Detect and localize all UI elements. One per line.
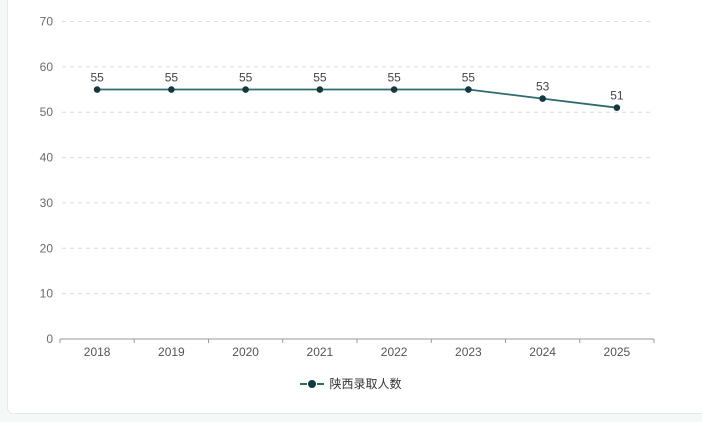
data-point[interactable] bbox=[93, 86, 101, 93]
x-tick-label: 2023 bbox=[455, 345, 482, 359]
data-label: 55 bbox=[313, 71, 327, 85]
legend-item-series[interactable]: 陕西录取人数 bbox=[300, 377, 402, 391]
y-tick-label: 60 bbox=[40, 60, 54, 74]
series-line bbox=[97, 88, 617, 109]
legend: 陕西录取人数 bbox=[0, 374, 702, 394]
data-label: 53 bbox=[536, 80, 550, 94]
legend-label: 陕西录取人数 bbox=[329, 377, 402, 391]
y-tick-label: 20 bbox=[40, 241, 54, 255]
data-label: 55 bbox=[165, 71, 179, 85]
x-tick-label: 2025 bbox=[604, 345, 631, 359]
data-points bbox=[93, 86, 621, 111]
x-tick-label: 2019 bbox=[158, 345, 185, 359]
legend-dot bbox=[308, 380, 317, 388]
y-tick-label: 10 bbox=[40, 287, 54, 301]
y-tick-label: 40 bbox=[40, 151, 54, 165]
data-point[interactable] bbox=[465, 86, 472, 93]
x-tick-label: 2021 bbox=[307, 345, 334, 359]
x-tick-label: 2022 bbox=[381, 345, 408, 359]
data-point[interactable] bbox=[316, 86, 324, 93]
y-axis-labels: 0 10 20 30 40 50 60 70 bbox=[40, 15, 54, 347]
data-point[interactable] bbox=[242, 86, 249, 93]
y-tick-label: 70 bbox=[40, 15, 54, 29]
x-tick-label: 2018 bbox=[84, 345, 111, 359]
x-tick-label: 2020 bbox=[232, 345, 259, 359]
data-point[interactable] bbox=[539, 95, 546, 102]
data-point[interactable] bbox=[390, 86, 398, 93]
y-tick-label: 50 bbox=[40, 105, 54, 119]
legend-dash-left bbox=[300, 383, 308, 385]
data-point[interactable] bbox=[168, 86, 175, 93]
x-axis-labels: 2018 2019 2020 2021 2022 2023 2024 2025 bbox=[84, 345, 631, 359]
y-tick-label: 0 bbox=[46, 332, 53, 346]
legend-dash-right bbox=[317, 383, 325, 385]
data-label: 51 bbox=[610, 89, 624, 103]
x-axis-ticks bbox=[59, 339, 655, 343]
data-label: 55 bbox=[387, 71, 401, 85]
data-label: 55 bbox=[90, 71, 104, 85]
chart-card bbox=[7, 0, 702, 414]
data-point[interactable] bbox=[613, 104, 621, 111]
grid-lines bbox=[62, 21, 654, 295]
y-tick-label: 30 bbox=[40, 196, 54, 210]
data-label: 55 bbox=[462, 71, 476, 85]
x-tick-label: 2024 bbox=[529, 345, 556, 359]
data-labels: 55 55 55 55 55 55 53 51 bbox=[90, 71, 623, 103]
legend-line-dot-marker-icon bbox=[300, 380, 325, 388]
data-label: 55 bbox=[239, 71, 253, 85]
